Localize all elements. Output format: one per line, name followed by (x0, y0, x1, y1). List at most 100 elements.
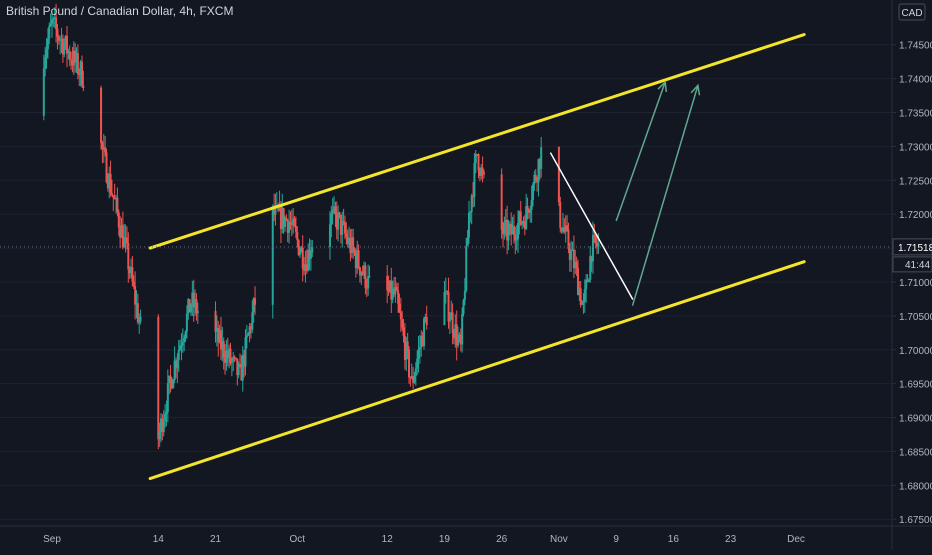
candle-body (299, 252, 301, 255)
candle-down (390, 267, 393, 314)
countdown-box (892, 256, 932, 273)
candle-body (301, 247, 304, 269)
candle-body (349, 238, 352, 254)
candle-body (139, 316, 142, 322)
candle-up (356, 240, 359, 274)
candle-up (466, 229, 469, 247)
candle-body (241, 354, 244, 381)
candle-up (454, 314, 457, 348)
candle-down (519, 200, 522, 227)
candle-body (596, 243, 599, 247)
candle-body (532, 184, 535, 201)
candle-body (45, 49, 48, 58)
candle-down (192, 279, 195, 322)
candle-down (55, 3, 58, 43)
candle-body (189, 304, 192, 313)
candle-body (282, 208, 285, 227)
candle-body (48, 25, 51, 39)
price-tick-label: 1.69000 (899, 414, 932, 425)
candle-body (271, 205, 274, 305)
candle-down (71, 47, 74, 73)
candle-up (360, 270, 363, 285)
candle-up (278, 190, 281, 212)
candle-body (361, 272, 364, 275)
candle-body (585, 279, 588, 290)
candle-body (452, 333, 455, 339)
candle-body (455, 324, 458, 346)
candle-body (218, 330, 221, 343)
candle-body (293, 218, 296, 227)
candle-body (500, 174, 503, 230)
candle-body (593, 234, 596, 236)
candle-up (271, 204, 274, 319)
candle-body (194, 299, 197, 308)
candle-up (410, 363, 413, 380)
candle-down (402, 318, 405, 343)
candle-up (173, 346, 176, 384)
candle-down (219, 316, 222, 361)
candle-body (138, 321, 141, 323)
arrow-shaft (615, 81, 666, 222)
candle-body (233, 356, 236, 358)
candle-body (348, 238, 351, 244)
candle-down (514, 226, 517, 255)
candle-up (587, 278, 590, 283)
candle-body (590, 256, 593, 262)
candle-up (450, 300, 453, 320)
candle-body (397, 290, 400, 304)
candle-body (403, 336, 406, 360)
candle-body (567, 229, 570, 249)
candle-down (512, 214, 515, 244)
candle-body (343, 222, 346, 234)
candle-body (247, 333, 250, 336)
candle-body (522, 221, 525, 223)
candle-down (572, 235, 575, 279)
candle-down (538, 157, 541, 180)
candle-body (537, 159, 540, 183)
candle-up (79, 59, 82, 87)
candle-down (74, 43, 77, 73)
candle-body (59, 39, 62, 41)
candle-up (443, 280, 446, 326)
candle-body (188, 299, 191, 313)
candle-body (333, 206, 336, 211)
candle-body (507, 228, 510, 241)
price-tick-label: 1.72500 (899, 176, 932, 187)
candle-up (45, 38, 48, 69)
candle-down (365, 278, 368, 298)
current-price-label: 1.71518 41:44 (892, 238, 932, 273)
candle-up (331, 197, 334, 225)
candle-down (478, 167, 481, 182)
candle-body (511, 225, 514, 235)
arrow-shaft (631, 85, 699, 306)
candle-down (308, 238, 311, 270)
candle-up (176, 353, 179, 383)
candle-up (244, 329, 247, 376)
candle-body (192, 292, 195, 308)
candle-down (134, 271, 137, 320)
candle-up (44, 46, 47, 77)
candle-body (176, 360, 179, 369)
candle-body (466, 237, 469, 246)
candle-body (390, 280, 393, 300)
candle-up (252, 297, 255, 323)
candle-down (121, 211, 124, 250)
candle-body (356, 250, 359, 269)
candle-body (115, 197, 118, 200)
price-tick-label: 1.67500 (899, 515, 932, 526)
candle-up (416, 350, 419, 375)
candle-body (476, 154, 479, 156)
candle-body (160, 418, 163, 432)
candle-body (79, 61, 82, 75)
candle-body (591, 234, 594, 262)
candle-up (465, 237, 468, 293)
candle-body (502, 229, 505, 235)
candle-body (560, 227, 563, 232)
candle-up (221, 326, 224, 362)
candle-body (112, 195, 115, 198)
time-tick-label: 26 (496, 534, 508, 545)
time-tick-label: 23 (725, 534, 737, 545)
candle-up (417, 335, 420, 373)
